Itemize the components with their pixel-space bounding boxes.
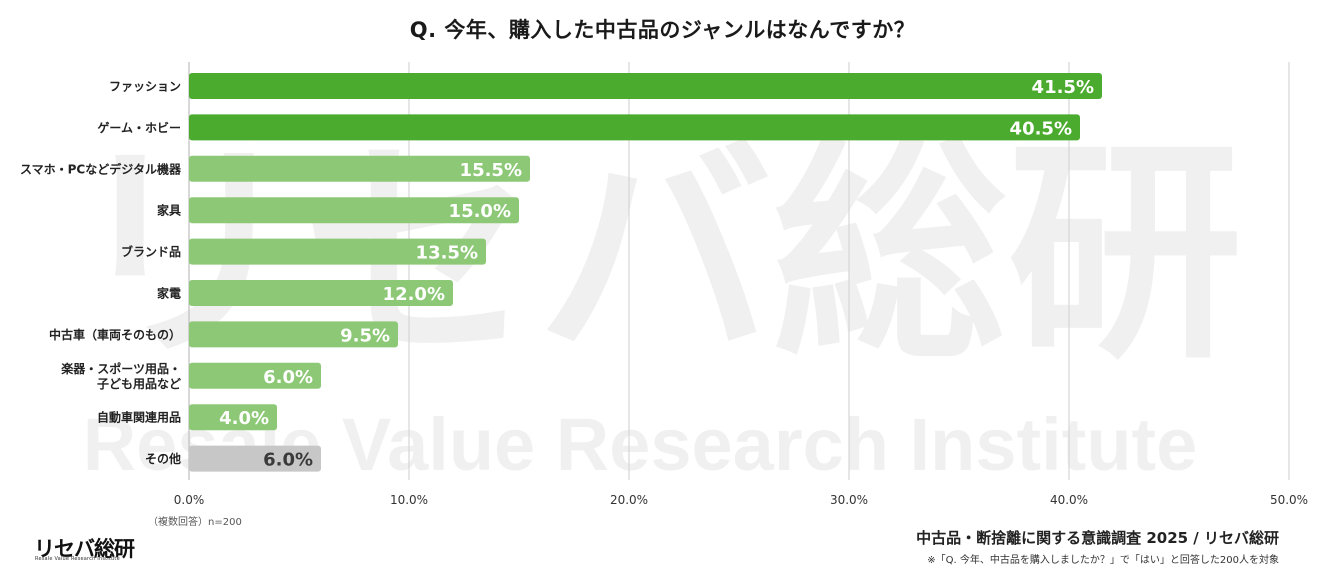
bar [189, 280, 453, 306]
bar-value-label: 15.5% [460, 160, 522, 181]
category-label: 家電 [157, 286, 181, 301]
bar-value-label: 4.0% [219, 408, 269, 429]
bar [189, 155, 530, 182]
x-tick-label: 20.0% [610, 493, 648, 507]
category-label: 自動車関連用品 [97, 410, 181, 425]
x-tick-label: 0.0% [174, 493, 205, 507]
bar [189, 114, 1080, 141]
bar [189, 197, 519, 224]
bar [189, 238, 486, 265]
bar-value-label: 6.0% [263, 367, 313, 388]
chart-title: Q. 今年、購入した中古品のジャンルはなんですか？ [409, 18, 916, 42]
footnote: ※「Q. 今年、中古品を購入しましたか？」で「はい」と回答した200人を対象 [927, 555, 1279, 566]
bar [189, 321, 398, 348]
x-tick-label: 40.0% [1050, 493, 1088, 507]
bar [189, 73, 1102, 99]
bar-value-label: 12.0% [383, 284, 445, 305]
source-label: 中古品・断捨離に関する意識調査 2025 / リセバ総研 [916, 529, 1279, 547]
bar-value-label: 41.5% [1032, 77, 1094, 98]
category-labels: ファッションゲーム・ホビースマホ・PCなどデジタル機器家具ブランド品家電中古車（… [20, 80, 182, 467]
x-tick-labels: 0.0% 10.0% 20.0% 30.0% 40.0% 50.0% [174, 493, 1308, 507]
value-labels: 41.5% 40.5% 15.5% 15.0% 13.5% 12.0% 9.5% 6.0% 4.… [219, 77, 1094, 471]
sample-note: （複数回答）n=200 [148, 517, 242, 528]
bar-value-label: 15.0% [449, 201, 511, 222]
x-tick-label: 50.0% [1270, 493, 1308, 507]
bar [189, 445, 321, 472]
x-tick-label: 10.0% [390, 493, 428, 507]
category-label: 家具 [157, 203, 181, 218]
brand-logo: リセバ総研 [34, 537, 135, 561]
bar-value-label: 40.5% [1010, 118, 1072, 139]
category-label: その他 [145, 451, 181, 466]
x-tick-label: 30.0% [830, 493, 868, 507]
bar-value-label: 6.0% [263, 450, 313, 471]
category-label: ブランド品 [121, 244, 181, 259]
brand-logo-subtext: Resale Value Research Institute [35, 556, 120, 562]
bar-value-label: 13.5% [416, 243, 478, 264]
category-label: ゲーム・ホビー [97, 120, 181, 135]
bar [189, 404, 277, 431]
category-label: スマホ・PCなどデジタル機器 [20, 161, 182, 176]
bar-value-label: 9.5% [340, 325, 390, 346]
category-label: 中古車（車両そのもの） [49, 327, 181, 342]
bars [189, 73, 1102, 472]
category-label: ファッション [109, 80, 181, 94]
category-label: 楽器・スポーツ用品・子ども用品など [61, 361, 181, 391]
bar [189, 362, 321, 389]
